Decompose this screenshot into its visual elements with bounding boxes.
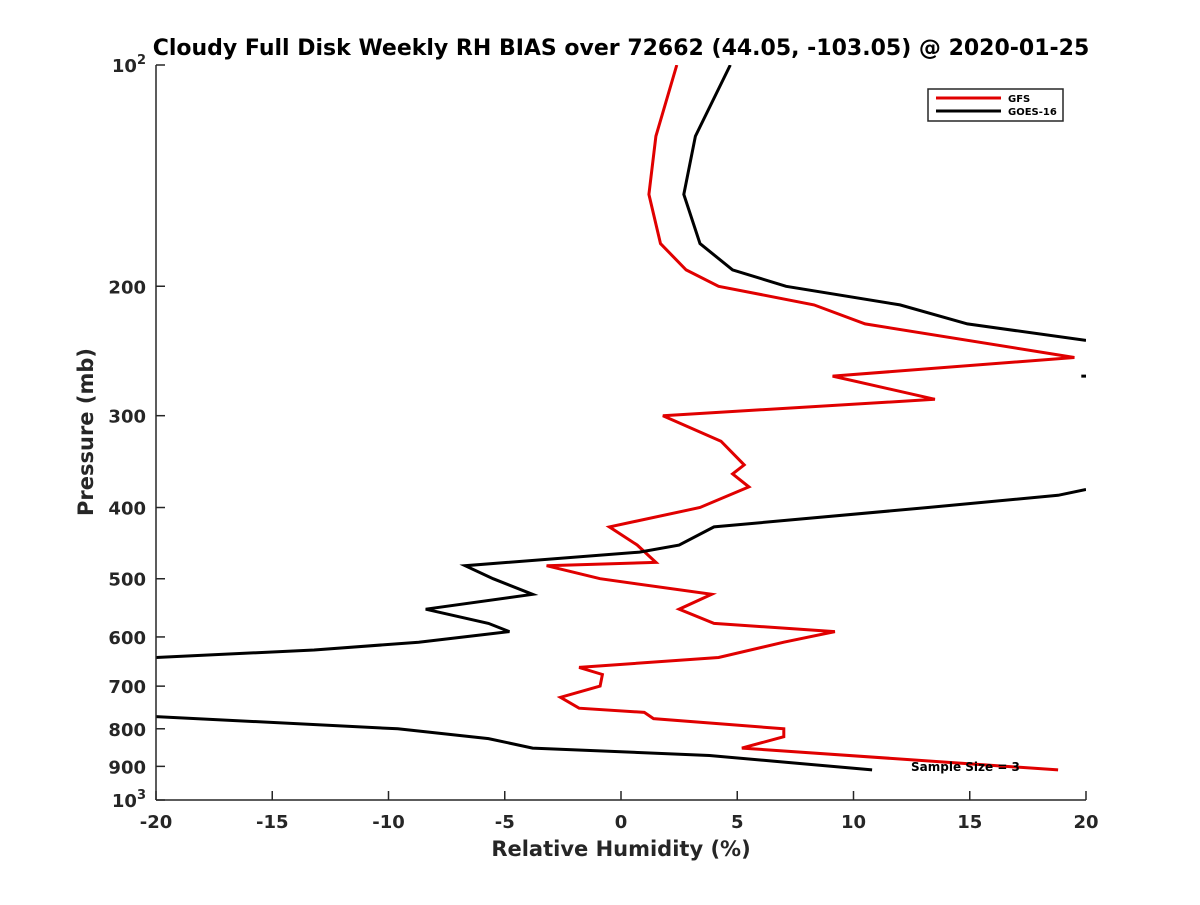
y-tick-label: 700 [108,677,146,698]
x-tick-label: 0 [615,812,628,833]
x-tick-label: 20 [1073,812,1098,833]
x-tick-label: -20 [140,812,173,833]
y-tick-label-base: 10 [112,56,137,77]
sample-size-annotation: Sample Size = 3 [911,760,1020,774]
series-line-goes-16 [156,65,1086,772]
y-tick-label: 103 [112,788,146,812]
y-tick-label: 600 [108,628,146,649]
legend-label-goes-16: GOES-16 [1008,107,1057,118]
y-tick-label: 500 [108,570,146,591]
y-tick-label: 300 [108,407,146,428]
y-tick-label: 200 [108,277,146,298]
y-tick-label-exponent: 2 [137,53,146,68]
x-tick-label: -10 [372,812,405,833]
chart-title: Cloudy Full Disk Weekly RH BIAS over 726… [153,36,1090,61]
y-tick-label: 400 [108,499,146,520]
legend-box [927,88,1064,122]
series-line-gfs [546,65,1075,772]
y-tick-label-exponent: 3 [137,788,146,803]
x-tick-label: 15 [957,812,982,833]
x-tick-label: 5 [731,812,744,833]
axes [155,65,1086,801]
ticks: -20 -15 -10 -5 0 5 10 15 20102200300400500600700… [108,53,1098,833]
y-axis-label: Pressure (mb) [74,348,98,516]
y-tick-label: 900 [108,757,146,778]
y-tick-label: 102 [112,53,146,77]
y-tick-label-base: 10 [112,791,137,812]
series-layer [156,65,1086,772]
y-tick-label: 800 [108,720,146,741]
legend-label-gfs: GFS [1008,94,1030,105]
x-tick-label: -15 [256,812,289,833]
legend: GFS GOES-16 [927,88,1064,122]
x-tick-label: 10 [841,812,866,833]
x-tick-label: -5 [495,812,515,833]
x-axis-label: Relative Humidity (%) [491,837,750,861]
